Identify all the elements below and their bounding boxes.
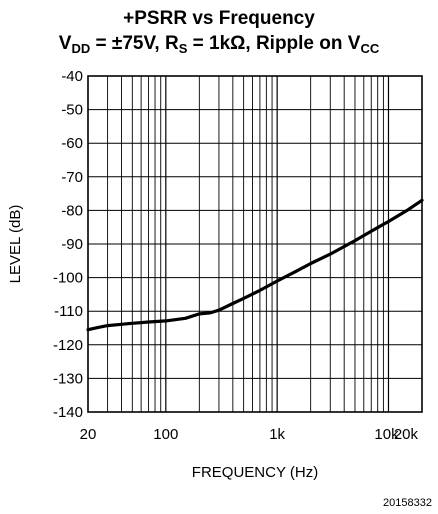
chart-title-line1: +PSRR vs Frequency xyxy=(123,8,315,29)
y-tick-label: -60 xyxy=(61,135,83,152)
x-tick-label: 10k xyxy=(374,426,399,443)
y-tick-label: -90 xyxy=(61,236,83,253)
y-tick-label: -40 xyxy=(61,68,83,85)
y-tick-label: -100 xyxy=(53,270,83,287)
y-tick-label: -80 xyxy=(61,202,83,219)
series-line xyxy=(86,198,424,332)
x-tick-label: 1k xyxy=(269,426,285,443)
y-tick-labels: -40 -50 -60 -70 -80 -90 -100 -110 -120 -130 -140 xyxy=(53,68,83,421)
document-id: 20158332 xyxy=(383,497,432,509)
x-tick-label: 100 xyxy=(153,426,178,443)
x-axis-label: FREQUENCY (Hz) xyxy=(192,464,318,481)
y-tick-label: -120 xyxy=(53,337,83,354)
y-tick-label: -110 xyxy=(54,303,83,320)
y-axis-label: LEVEL (dB) xyxy=(7,205,24,284)
chart-title-line2: VDD = ±75V, RS = 1kΩ, Ripple on VCC xyxy=(58,33,380,56)
y-tick-label: -50 xyxy=(61,102,83,119)
plot-frame xyxy=(87,75,423,413)
x-tick-label: 20k xyxy=(394,426,419,443)
y-tick-label: -130 xyxy=(53,370,83,387)
grid-lines xyxy=(88,75,422,413)
y-tick-label: -140 xyxy=(53,404,83,421)
x-tick-label: 20 xyxy=(80,426,97,443)
y-tick-label: -70 xyxy=(61,169,83,186)
